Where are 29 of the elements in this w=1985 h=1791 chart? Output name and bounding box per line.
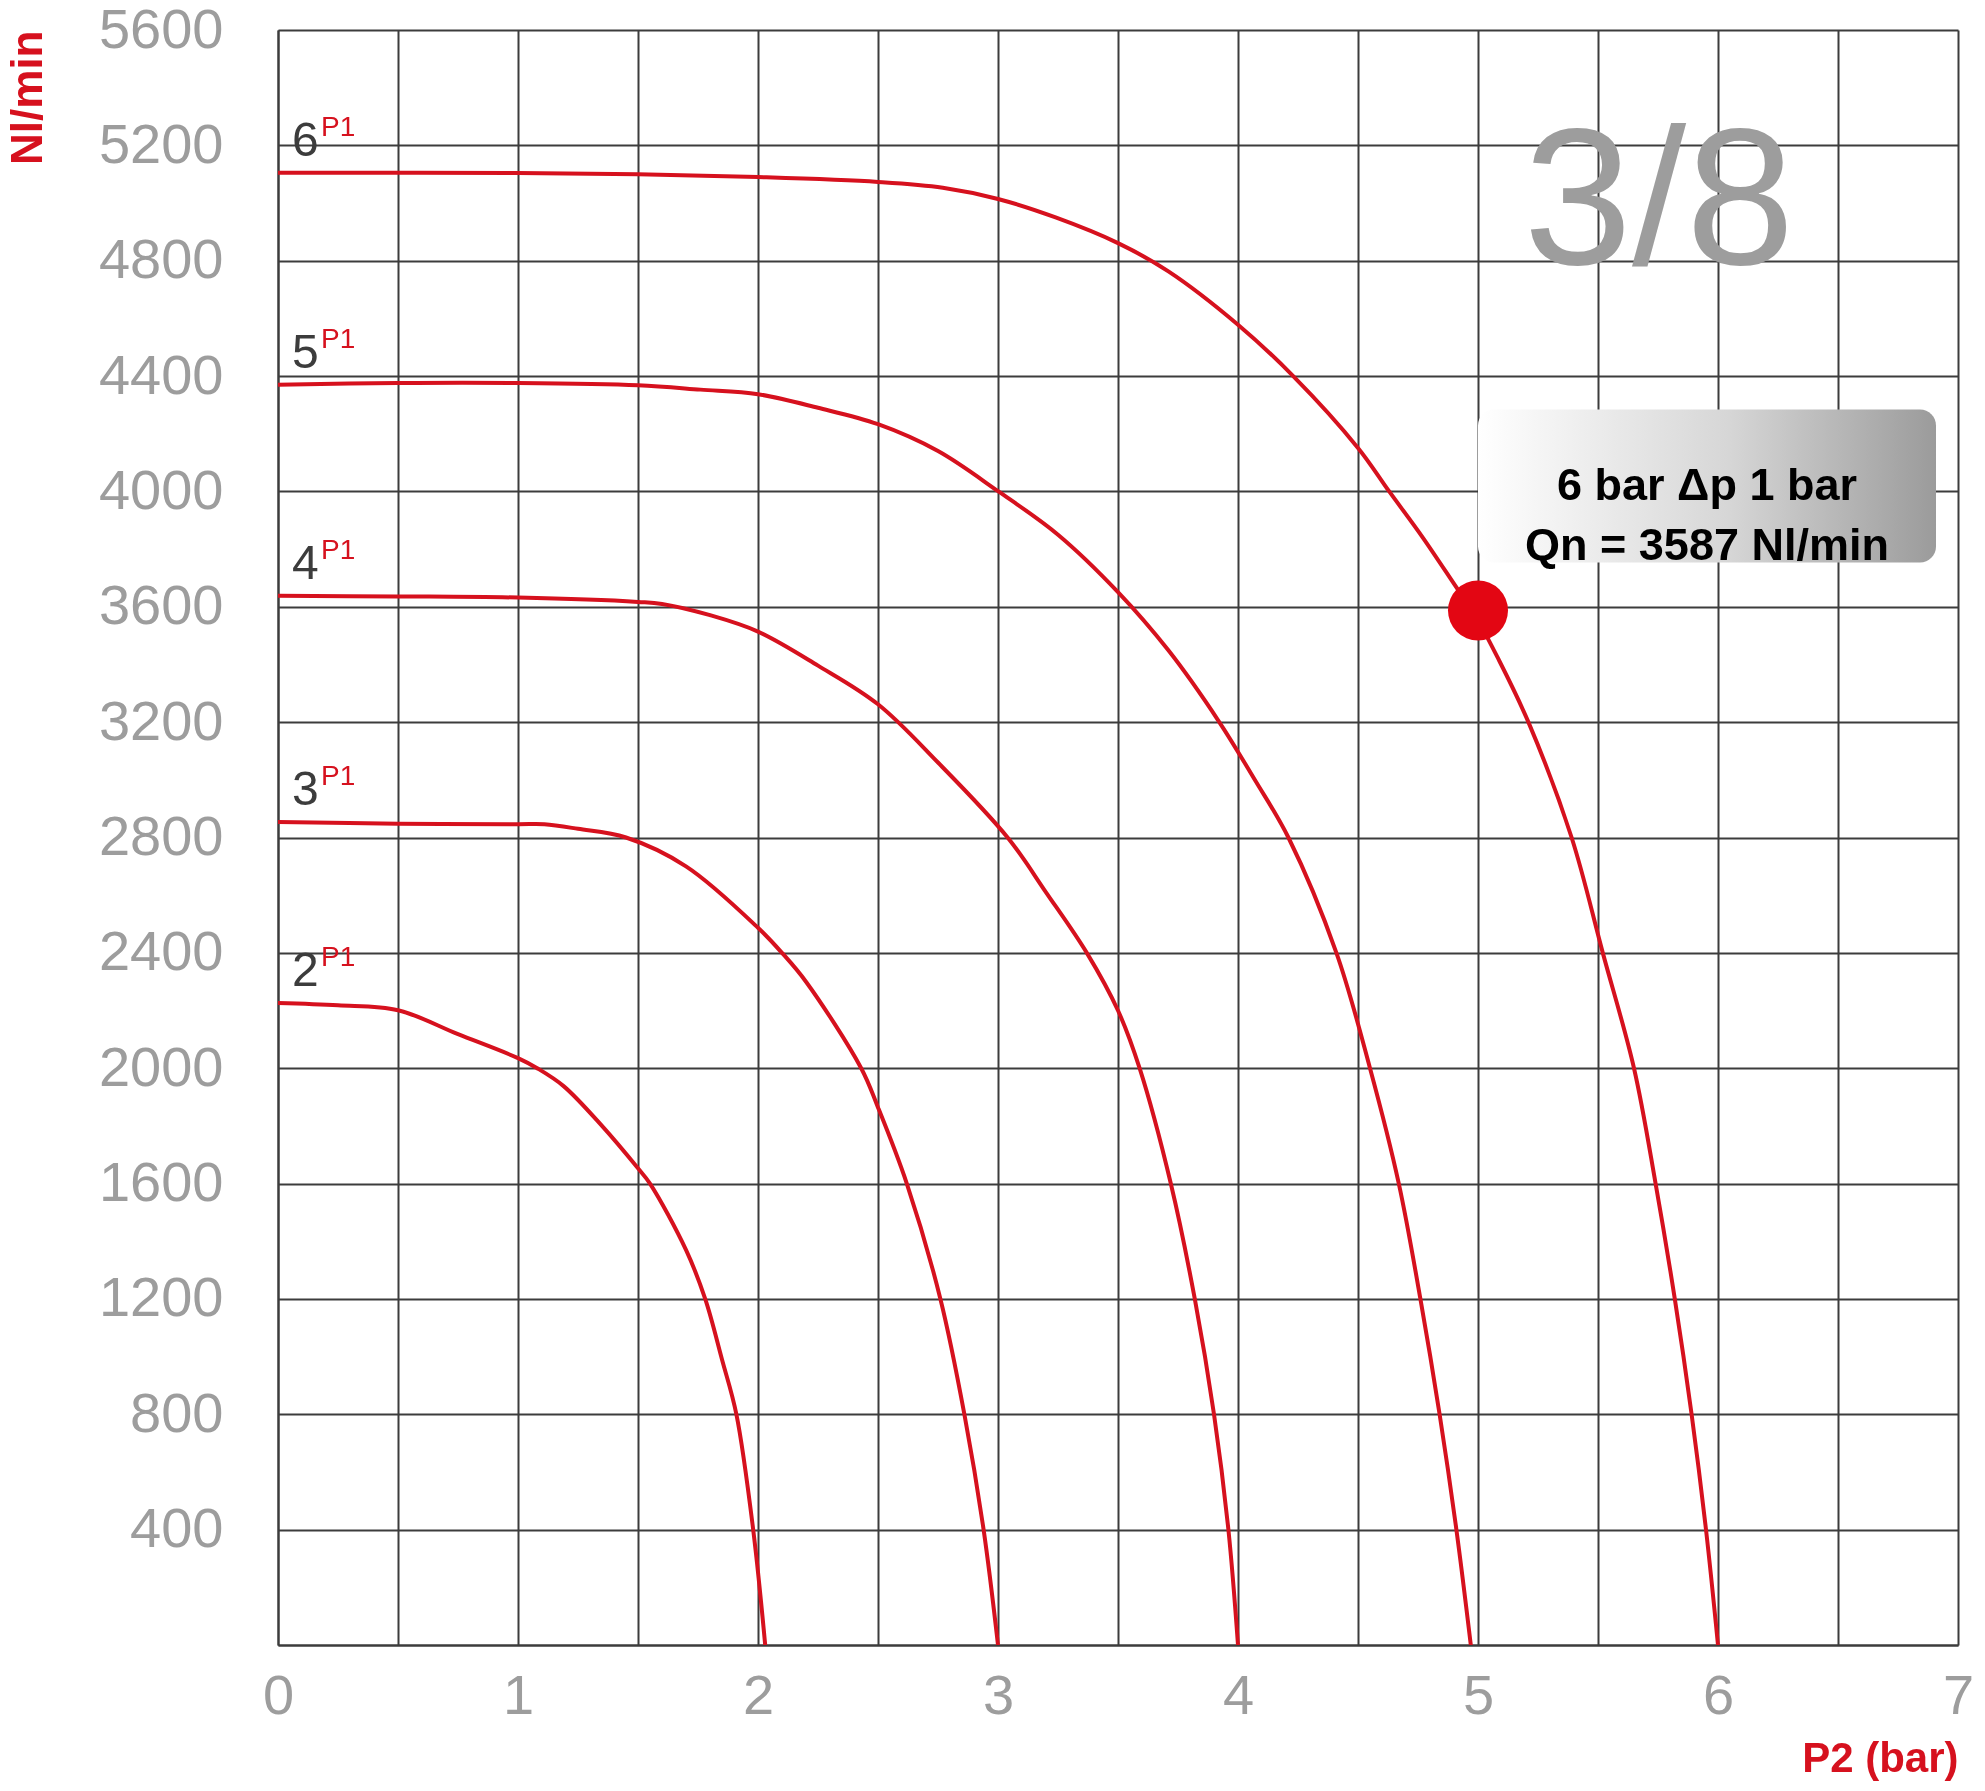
x-tick-label: 2	[742, 1662, 775, 1726]
annotation: 6 bar Δp 1 bar Qn = 3587 Nl/min	[1525, 459, 1889, 571]
x-tick-label: 1	[502, 1662, 535, 1726]
y-tick-label: 800	[130, 1380, 224, 1444]
y-tick-label: 2800	[98, 804, 224, 867]
x-tick-label: 4	[1222, 1662, 1255, 1726]
y-tick-label: 4800	[98, 227, 224, 291]
line-series	[278, 1001, 768, 1645]
x-tick-label: 7	[1942, 1662, 1975, 1726]
y-tick-label: 2000	[98, 1034, 224, 1098]
y-tick-label: 5200	[98, 111, 224, 175]
y-tick-label: 2400	[98, 919, 224, 983]
y-tick-label: 4400	[98, 342, 224, 406]
x-tick-label: 6	[1702, 1662, 1735, 1726]
y-tick-label: 3600	[98, 573, 224, 637]
y-tick-label: 400	[130, 1496, 224, 1560]
y-axis-title: Nl/min	[1, 30, 51, 165]
y-tick-label: 3200	[98, 688, 224, 752]
x-tick-label: 0	[262, 1662, 295, 1726]
x-tick-label: 5	[1462, 1662, 1495, 1726]
x-tick-label: 3	[982, 1662, 1015, 1726]
line-series	[278, 380, 1473, 1645]
x-axis-title: P2 (bar)	[1802, 1733, 1959, 1781]
line-series	[278, 593, 1240, 1645]
y-tick-label: 1600	[98, 1150, 224, 1214]
y-tick-label: 5600	[98, 0, 224, 60]
y-tick-label: 1200	[98, 1265, 224, 1329]
y-tick-label: 4000	[98, 457, 224, 521]
line-series	[278, 819, 1000, 1645]
